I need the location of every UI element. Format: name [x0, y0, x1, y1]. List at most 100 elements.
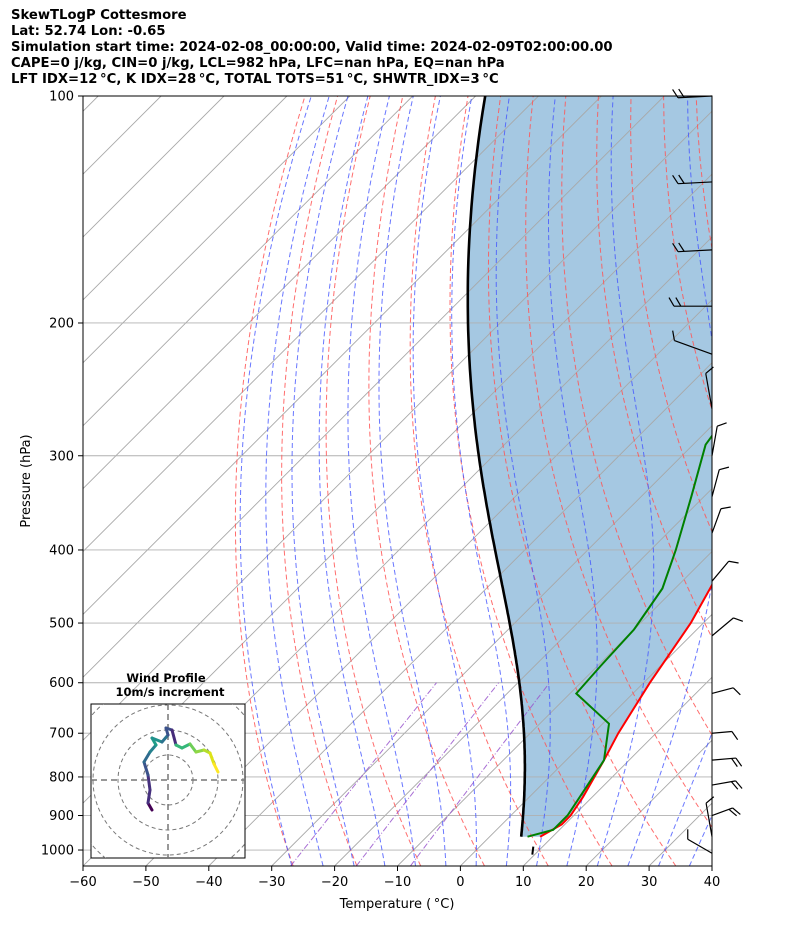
wind-barb-flag — [735, 757, 743, 767]
wind-barb-flag — [675, 297, 682, 307]
moist-adiabat-line — [318, 96, 386, 866]
y-tick-label: 600 — [49, 676, 74, 691]
wind-barb-staff — [711, 730, 732, 734]
y-tick-label: 400 — [49, 543, 74, 558]
wind-barb-flag — [728, 560, 739, 564]
hodograph-segment — [142, 760, 150, 777]
y-tick-label: 800 — [49, 770, 74, 785]
wind-barb-flag — [733, 617, 744, 622]
title-line-times: Simulation start time: 2024-02-08_00:00:… — [11, 40, 613, 55]
dry-adiabat-line — [525, 96, 712, 829]
isotherm-line — [83, 96, 414, 427]
x-axis-title: Temperature ( °C) — [339, 897, 455, 912]
x-tick-label: 0 — [456, 875, 464, 890]
dry-adiabat-line — [561, 96, 712, 737]
hodograph-plot — [91, 704, 245, 858]
y-axis-title: Pressure (hPa) — [19, 434, 34, 527]
isotherm-line — [775, 96, 794, 866]
isotherm-line — [83, 96, 665, 678]
wind-barb-flag — [719, 466, 730, 471]
y-tick-label: 300 — [49, 449, 74, 464]
wind-barb-flag — [735, 780, 743, 789]
title-line-latlon: Lat: 52.74 Lon: -0.65 — [11, 24, 166, 39]
y-tick-label: 500 — [49, 617, 74, 632]
hodograph-segment — [188, 742, 198, 754]
wind-barb-flag — [717, 422, 727, 427]
wind-barb-flag — [732, 687, 741, 696]
dry-adiabat-line — [761, 96, 794, 866]
wind-barb-flag — [678, 242, 685, 252]
wind-barb-flag — [672, 89, 679, 99]
isotherm-line — [711, 865, 712, 866]
hodograph-segment — [212, 762, 220, 774]
wind-barb-staff — [711, 508, 722, 534]
hodograph-segment — [160, 733, 170, 744]
y-tick-label: 700 — [49, 727, 74, 742]
isotherm-line — [83, 96, 476, 490]
temperature-line — [539, 583, 712, 838]
inset-title: Wind Profile — [126, 671, 206, 685]
hodograph-segment — [148, 743, 158, 754]
x-tick-label: −40 — [195, 875, 222, 890]
isotherm-line — [522, 676, 712, 866]
x-tick-label: 10 — [515, 875, 532, 890]
moist-adiabat-line — [291, 96, 355, 866]
isotherm-line — [83, 96, 539, 553]
isotherm-line — [271, 425, 712, 866]
axes-layer: −60 −50 −40 −30 −20 −10 0 10 20 30 40 100 200 300 400 5… — [41, 90, 720, 891]
moist-adiabat-line — [627, 96, 712, 866]
moist-adiabat-line — [239, 96, 312, 866]
wind-profile-inset: Wind Profile 10m/s increment — [90, 671, 246, 859]
dry-adiabat-line — [281, 96, 358, 866]
wind-barb-staff — [687, 838, 713, 854]
x-tick-label: 30 — [641, 875, 658, 890]
isotherm-line — [145, 299, 712, 866]
parcel-profile-line — [466, 96, 527, 837]
dewpoint-line — [527, 434, 712, 838]
wind-barb-staff — [711, 560, 730, 582]
y-tick-label: 1000 — [41, 844, 74, 859]
mixing-ratio-line — [409, 682, 550, 866]
y-tick-label: 900 — [49, 809, 74, 824]
wind-barb-staff — [711, 469, 720, 497]
dry-adiabat-line — [729, 96, 794, 866]
isotherm-line — [83, 96, 602, 616]
dry-adiabat-line — [487, 96, 677, 866]
isotherm-line — [83, 96, 288, 301]
x-tick-label: 20 — [578, 875, 595, 890]
x-tick-label: −50 — [132, 875, 159, 890]
moist-adiabat-line — [378, 96, 447, 866]
isotherm-line — [334, 487, 712, 866]
mixing-ratio-line — [290, 682, 437, 866]
wind-barb-flag — [678, 174, 685, 184]
wind-barb-flag — [731, 758, 738, 767]
dry-adiabat-line — [409, 96, 549, 866]
y-tick-label: 100 — [49, 90, 74, 105]
wind-barb-flag — [731, 731, 739, 741]
wind-barb-flag — [672, 174, 679, 185]
lcl-marker — [531, 846, 535, 855]
dry-adiabat-line — [596, 96, 712, 639]
moist-adiabat-line — [658, 731, 712, 866]
wind-barb-staff — [711, 617, 734, 637]
inset-subtitle: 10m/s increment — [116, 685, 225, 699]
wind-barb-flag — [705, 796, 715, 804]
x-tick-label: −60 — [69, 875, 96, 890]
hodograph-segment — [170, 728, 178, 747]
chart-title: SkewTLogP Cottesmore Lat: 52.74 Lon: -0.… — [11, 8, 613, 88]
cape-fill-layer — [467, 96, 712, 837]
moist-adiabat-line — [596, 96, 655, 866]
mixing-ratio-line — [355, 682, 499, 866]
reference-lines-layer — [234, 96, 794, 866]
moist-adiabat-line — [720, 96, 794, 866]
wind-barb-staff — [705, 803, 713, 837]
isotherm-line — [83, 96, 351, 364]
wind-barbs — [668, 88, 744, 854]
x-tick-label: 40 — [704, 875, 721, 890]
isotherm-layer — [83, 96, 794, 866]
dry-adiabat-line — [325, 96, 422, 866]
x-tick-label: −30 — [258, 875, 285, 890]
hodograph-segment — [146, 773, 152, 792]
dry-adiabat-line — [234, 96, 306, 866]
wind-barb-flag — [732, 807, 741, 815]
